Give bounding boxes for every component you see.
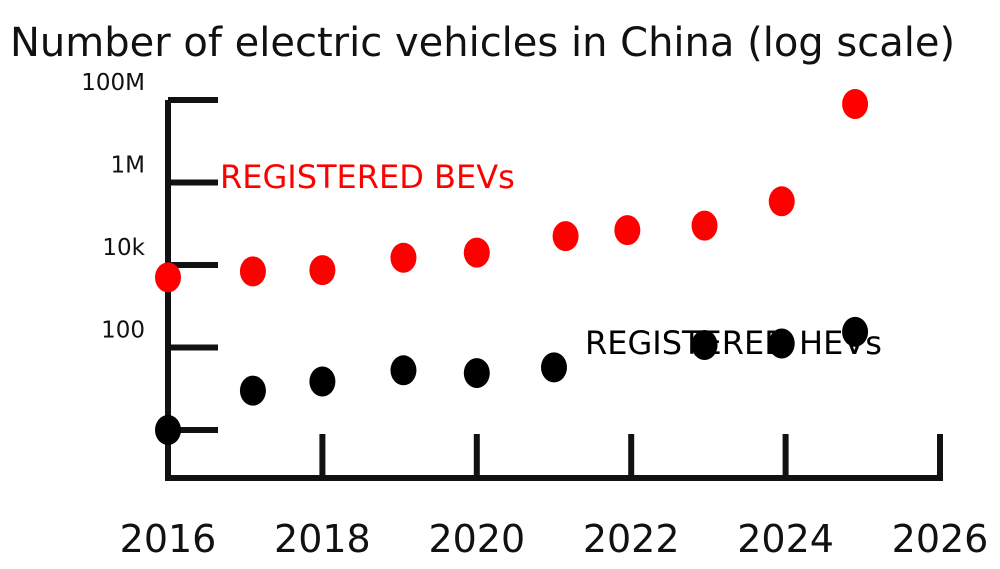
axes <box>165 100 943 481</box>
series-label-bevs: REGISTERED BEVs <box>220 158 515 196</box>
data-point <box>691 210 718 241</box>
data-point <box>552 221 579 252</box>
y-tick-label: 100M <box>81 70 145 96</box>
y-axis-ticks: 100 10k 1M 100M <box>81 70 218 433</box>
x-tick-label: 2026 <box>892 517 989 561</box>
data-point <box>390 242 417 273</box>
data-point <box>614 215 641 246</box>
data-point <box>239 256 266 287</box>
x-tick-label: 2016 <box>120 517 217 561</box>
data-point <box>463 358 490 389</box>
data-point <box>691 329 718 360</box>
data-point <box>309 366 336 397</box>
data-point <box>541 352 567 383</box>
data-point <box>390 355 417 386</box>
x-tick-label: 2018 <box>274 517 371 561</box>
data-points <box>155 88 869 445</box>
x-tick-label: 2022 <box>583 517 680 561</box>
series-label-hevs: REGISTERED HEVs <box>585 324 882 362</box>
chart-title: Number of electric vehicles in China (lo… <box>10 20 955 66</box>
x-tick-label: 2020 <box>428 517 525 561</box>
data-point <box>842 316 869 347</box>
y-tick-label: 1M <box>111 153 145 179</box>
data-point <box>463 237 490 268</box>
data-point <box>842 88 869 119</box>
series-bevs-points <box>155 88 869 293</box>
data-point <box>239 375 266 406</box>
y-tick-label: 10k <box>102 235 145 261</box>
series-labels: REGISTERED BEVs REGISTERED HEVs <box>220 158 882 362</box>
data-point <box>768 186 795 217</box>
y-tick-label: 100 <box>101 318 145 344</box>
data-point <box>768 328 795 359</box>
data-point <box>309 255 336 286</box>
data-point <box>155 262 181 293</box>
series-hevs-points <box>155 316 869 445</box>
data-point <box>155 415 181 445</box>
x-tick-label: 2024 <box>737 517 834 561</box>
x-axis-ticks: 2016 2018 2020 2022 2024 2026 <box>120 434 989 561</box>
